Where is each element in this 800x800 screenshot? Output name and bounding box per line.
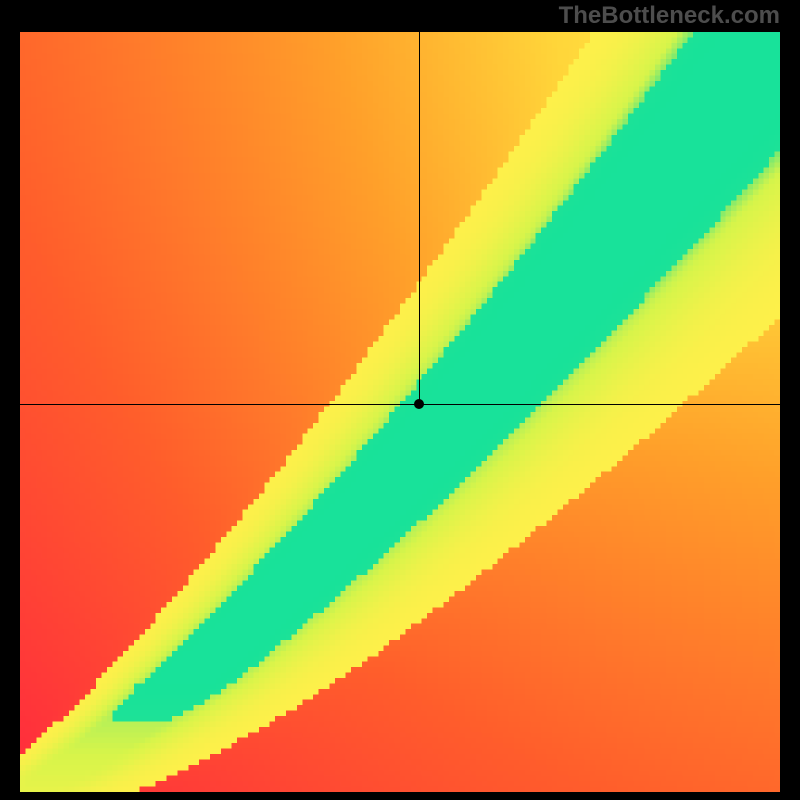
crosshair-horizontal — [20, 404, 780, 405]
chart-container: TheBottleneck.com — [0, 0, 800, 800]
crosshair-vertical — [419, 32, 420, 404]
watermark-text: TheBottleneck.com — [559, 2, 780, 30]
bottleneck-heatmap — [20, 32, 780, 792]
